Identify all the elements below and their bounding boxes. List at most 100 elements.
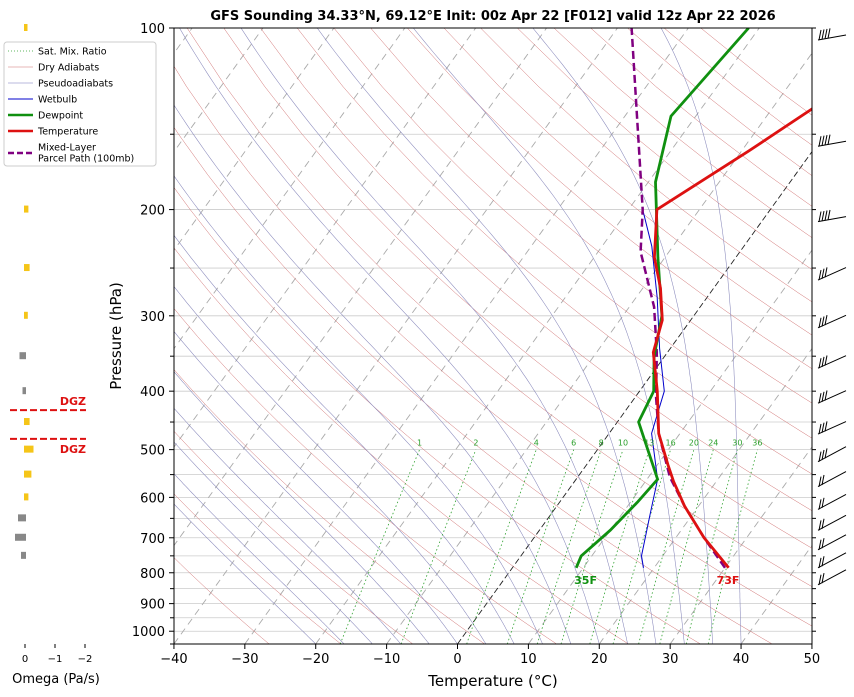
wind-barb: [817, 552, 847, 569]
mixing-ratio-label: 30: [732, 439, 742, 448]
wind-barb-feather: [821, 449, 825, 461]
wind-barb-staff: [817, 355, 847, 369]
isotherm-line: [528, 249, 812, 644]
wind-barb-feather: [818, 557, 822, 568]
wind-barb-feather: [818, 393, 822, 404]
pseudoadiabat-line: [532, 28, 713, 644]
omega-bar: [22, 387, 26, 395]
wind-barb: [817, 267, 847, 281]
dry-adiabat-line: [223, 28, 812, 549]
wind-barb-feather: [824, 267, 828, 278]
mixing-ratio-label: 6: [571, 439, 576, 448]
series-temperature: [651, 107, 812, 569]
wind-barb-feather: [827, 134, 831, 145]
wind-barb: [817, 471, 847, 488]
legend-box: [3, 41, 157, 167]
dry-adiabat-line: [443, 28, 812, 336]
wind-barb-feather: [821, 422, 825, 433]
pseudoadiabat-line: [174, 441, 373, 644]
dgz-label: DGZ: [60, 443, 86, 456]
y-tick-label: 800: [140, 567, 165, 582]
x-tick-label: 0: [453, 652, 461, 667]
y-tick-label: 100: [140, 22, 165, 37]
mixing-ratio-label: 16: [666, 439, 676, 448]
isotherm-line: [315, 28, 760, 644]
mixing-ratio-line: [400, 449, 477, 644]
pseudoadiabat-line: [174, 104, 572, 644]
dry-adiabat-line: [333, 28, 812, 439]
mixing-ratio-line: [638, 449, 695, 644]
isotherm-line: [457, 150, 812, 644]
x-tick-label: 20: [591, 652, 608, 667]
wind-barb-feather: [824, 390, 828, 401]
x-tick-label: 30: [662, 652, 679, 667]
wind-barb: [817, 446, 847, 463]
mixing-ratio-label: 8: [599, 439, 604, 448]
isotherm-line: [386, 52, 812, 644]
dry-adiabat-line: [700, 28, 812, 116]
dry-adiabat-line: [174, 493, 342, 644]
omega-bar: [24, 205, 29, 213]
omega-bar: [24, 264, 30, 272]
legend-label: Temperature: [37, 127, 98, 138]
mixing-ratio-label: 20: [689, 439, 699, 448]
wind-barb-feather: [818, 499, 822, 510]
wind-barb-feather: [818, 476, 822, 487]
pseudoadiabat-line: [240, 28, 628, 644]
omega-tick-label: 0: [22, 654, 28, 665]
mixing-ratio-label: 36: [752, 439, 762, 448]
wind-barb: [817, 514, 847, 531]
dry-adiabat-line: [174, 430, 413, 644]
dry-adiabat-line: [174, 126, 773, 644]
wind-barb-feather: [818, 211, 822, 222]
pseudoadiabat-line: [174, 371, 430, 644]
wind-barb-staff: [817, 314, 847, 329]
pseudoadiabat-line: [174, 473, 345, 644]
dry-adiabat-line: [174, 308, 557, 644]
wind-barb-staff: [817, 140, 847, 147]
mixing-ratio-label: 2: [473, 439, 478, 448]
plot-frame: [173, 27, 813, 645]
series-dewpoint: [574, 28, 750, 569]
wind-barb: [817, 569, 847, 586]
isotherm-line: [244, 28, 689, 644]
wind-barb-feather: [827, 209, 831, 221]
legend-label: Parcel Path (100mb): [38, 154, 134, 165]
mixing-ratio-line: [506, 449, 575, 644]
wind-barb: [817, 314, 847, 329]
mixing-ratio-label: 13: [644, 439, 654, 448]
dry-adiabat-line: [297, 28, 812, 475]
legend-label: Dewpoint: [38, 111, 83, 122]
omega-bar: [21, 551, 26, 559]
omega-tick-label: −1: [48, 654, 63, 665]
isotherm-line: [669, 446, 812, 644]
dry-adiabat-line: [186, 28, 812, 587]
wind-barb-feather: [818, 423, 822, 435]
pseudoadiabat-line: [174, 286, 487, 644]
y-tick-label: 600: [140, 491, 165, 506]
omega-bar: [24, 493, 29, 501]
wind-barb-feather: [824, 448, 828, 459]
dry-adiabat-line: [174, 369, 485, 644]
mixing-ratio-label: 1: [417, 439, 422, 448]
omega-bar: [24, 418, 30, 426]
wind-barb-feather: [821, 356, 825, 367]
x-tick-label: 10: [520, 652, 537, 667]
mixing-ratio-label: 24: [708, 439, 718, 448]
wind-barb: [817, 28, 847, 41]
pseudoadiabat-line: [179, 28, 600, 644]
wind-barb: [817, 390, 847, 404]
dry-adiabat-line: [370, 28, 812, 404]
wind-barb-feather: [821, 573, 825, 584]
wind-barb-feather: [818, 358, 822, 369]
y-tick-label: 700: [140, 532, 165, 547]
mixing-ratio-line: [536, 449, 602, 644]
wind-barb-feather: [818, 29, 822, 41]
wind-barb-feather: [824, 421, 828, 432]
wind-barb-feather: [821, 210, 825, 222]
wind-barb-feather: [821, 497, 825, 508]
legend-label: Sat. Mix. Ratio: [38, 47, 107, 58]
isotherm-line: [740, 544, 812, 644]
dry-adiabat-line: [174, 187, 701, 644]
x-tick-label: 50: [804, 652, 821, 667]
